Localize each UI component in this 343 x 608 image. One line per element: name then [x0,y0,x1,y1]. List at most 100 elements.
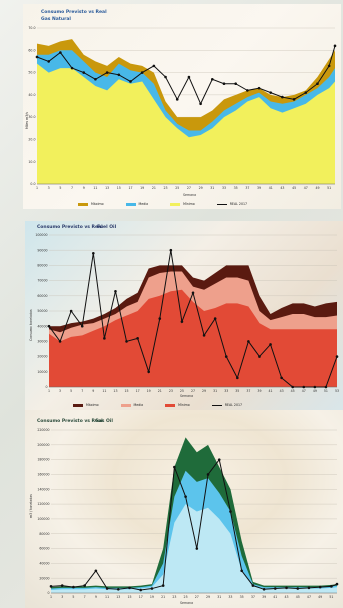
x-tick-label: 45 [292,186,296,190]
chart-legend: Máximo Media Mínimo REAL 2017 [73,403,242,407]
x-tick-label: 17 [139,595,143,599]
data-point [116,587,120,591]
x-tick-label: 41 [273,595,277,599]
y-tick-label: 0 [45,385,47,389]
y-tick-label: 100000 [35,233,47,237]
legend-label: Máximo [91,202,104,206]
data-point [199,102,202,106]
y-ticks: 0 20000 40000 60000 80000 100000 120000 140000 1… [37,428,49,595]
y-tick-label: 40000 [37,324,47,328]
x-tick-label: 1 [50,595,52,599]
chart-title: Consumo Previsto vs Real [37,419,103,424]
legend-item: Media [125,202,148,206]
x-tick-label: 1 [48,389,50,393]
legend-item: REAL 2017 [216,202,248,206]
data-point [175,98,179,101]
x-tick-label: 39 [262,595,266,599]
data-point [318,585,322,589]
x-tick-label: 47 [307,595,311,599]
x-tick-label: 11 [105,595,109,599]
data-point [72,585,75,589]
legend-label: Máximo [86,403,99,407]
y-tick-label: 60.0 [28,48,35,52]
x-tick-label: 19 [150,595,154,599]
data-point [206,473,210,476]
y-tick-label: 50000 [37,309,47,313]
y-tick-label: 50.0 [28,71,35,75]
legend-item: Media [120,403,144,407]
x-tick-label: 7 [84,595,86,599]
legend-swatch [165,403,176,407]
x-tick-label: 13 [105,186,109,190]
data-point [80,324,84,328]
x-tick-label: 37 [245,186,249,190]
data-point [291,385,294,389]
data-point [58,340,62,343]
x-tick-label: 47 [302,389,306,393]
x-tick-label: 49 [315,186,319,190]
legend-label: REAL 2017 [229,202,248,206]
data-point [258,355,261,358]
y-tick-label: 70000 [37,279,47,283]
legend-item: Máximo [78,202,104,206]
x-tick-label: 25 [184,595,188,599]
data-point [114,289,117,293]
y-tick-label: 40000 [39,561,49,565]
x-tick-label: 17 [128,186,132,190]
chart-subtitle: Gas Natural [41,17,71,22]
y-tick-label: 180000 [37,458,49,462]
x-tick-label: 19 [147,389,151,393]
x-tick-label: 53 [335,389,339,393]
x-tick-label: 5 [70,389,72,393]
y-tick-label: 200000 [37,443,49,447]
x-tick-label: 51 [327,186,331,190]
data-point [94,569,98,573]
data-point [125,340,128,343]
x-tick-label: 39 [257,389,261,393]
data-point [139,588,143,592]
data-point [49,585,53,588]
y-tick-label: 40.0 [28,93,35,97]
x-tick-label: 41 [269,389,273,393]
data-point [117,73,121,77]
x-tick-label: 43 [280,186,284,190]
x-tick-label: 51 [324,389,328,393]
x-tick-label: 49 [318,595,322,599]
y-ticks: 0.0 10.0 20.0 30.0 40.0 50.0 60.0 70.0 [28,26,35,186]
x-tick-label: 23 [164,186,168,190]
x-tick-label: 15 [125,389,129,393]
chart-plot-gas-oil: 0 20000 40000 60000 80000 100000 120000 140000 1… [37,428,339,599]
data-point [129,80,132,83]
data-point [213,317,217,320]
data-point [327,64,331,68]
legend-swatch [125,202,136,206]
x-tick-label: 19 [140,186,144,190]
data-point [105,587,109,590]
y-tick-label: 30.0 [28,115,35,119]
x-tick-label: 25 [180,389,184,393]
legend-label: Media [133,403,144,407]
x-tick-label: 33 [224,389,228,393]
chart-subtitle: Fuel Oil [97,225,117,230]
y-tick-label: 60000 [39,547,49,551]
data-point [307,586,311,590]
x-tick-label: 47 [304,186,308,190]
data-point [173,465,176,469]
data-point [324,385,328,389]
data-point [246,89,249,92]
data-point [150,587,154,590]
x-tick-label: 21 [152,186,156,190]
legend-label: REAL 2017 [224,403,243,407]
x-ticks: 1 3 5 7 9 11 13 15 17 19 21 23 25 27 29 31 33 35 37 39 41 43 4… [48,389,339,393]
data-point [210,77,214,81]
y-tick-label: 90000 [37,248,47,252]
x-tick-label: 13 [113,389,117,393]
data-point [234,82,237,86]
data-point [202,334,206,337]
x-tick-label: 31 [213,389,217,393]
legend-swatch [170,202,181,206]
chart-title: Consumo Previsto vs Real [41,10,107,15]
legend-swatch [211,404,222,406]
x-tick-label: 35 [235,389,239,393]
data-point [136,337,139,340]
